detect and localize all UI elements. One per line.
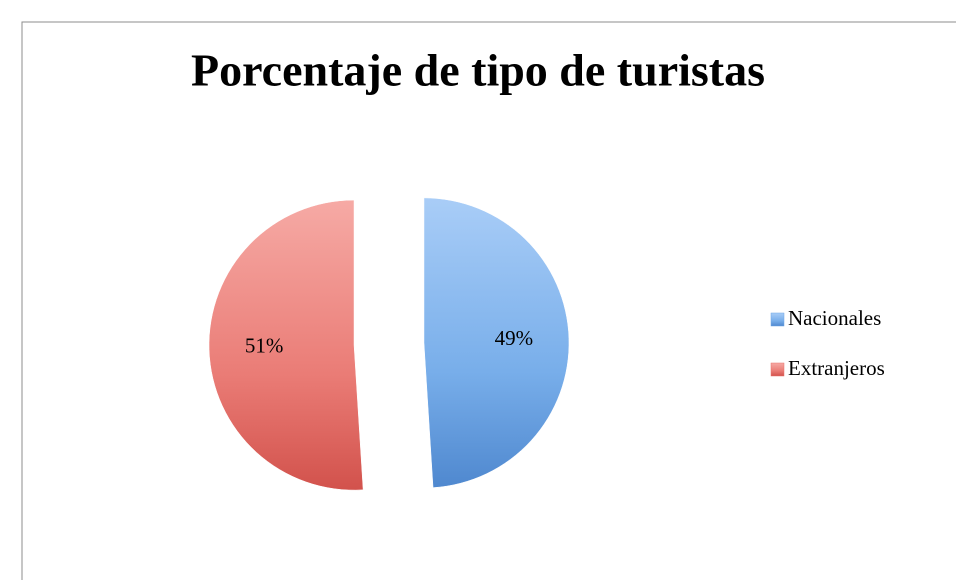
pie-slice: [423, 197, 570, 488]
data-label: 49%: [495, 326, 534, 350]
legend-label: Nacionales: [788, 306, 881, 330]
pie-slice: [208, 199, 364, 491]
data-label: 51%: [245, 334, 284, 358]
chart-title: Porcentaje de tipo de turistas: [191, 45, 765, 96]
legend-swatch: [770, 362, 785, 377]
legend-label: Extranjeros: [788, 356, 885, 380]
legend-swatch: [770, 312, 785, 327]
